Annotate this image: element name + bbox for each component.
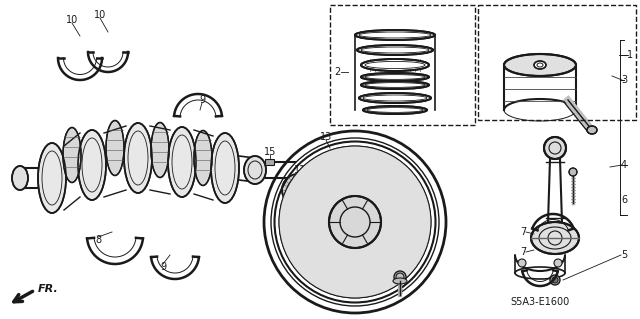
Ellipse shape: [329, 196, 381, 248]
Ellipse shape: [194, 130, 212, 186]
Text: 9: 9: [160, 262, 166, 272]
Ellipse shape: [554, 259, 562, 267]
Ellipse shape: [297, 164, 413, 280]
Ellipse shape: [504, 54, 576, 76]
Ellipse shape: [518, 259, 526, 267]
Ellipse shape: [355, 30, 435, 40]
Ellipse shape: [587, 126, 597, 134]
Ellipse shape: [544, 137, 566, 159]
Ellipse shape: [38, 143, 66, 213]
Text: 3: 3: [621, 75, 627, 85]
Text: 7: 7: [520, 227, 526, 237]
Ellipse shape: [394, 271, 406, 283]
Text: S5A3-E1600: S5A3-E1600: [510, 297, 570, 307]
Ellipse shape: [315, 182, 395, 262]
Text: 6: 6: [621, 195, 627, 205]
Ellipse shape: [359, 93, 431, 103]
Ellipse shape: [393, 278, 407, 284]
FancyBboxPatch shape: [266, 160, 275, 166]
Text: 2: 2: [334, 67, 340, 77]
Ellipse shape: [124, 123, 152, 193]
Text: 10: 10: [94, 10, 106, 20]
Ellipse shape: [12, 166, 28, 190]
Text: 7: 7: [520, 247, 526, 257]
Text: 12: 12: [314, 160, 326, 170]
Text: 8: 8: [95, 235, 101, 245]
Ellipse shape: [288, 155, 422, 289]
Ellipse shape: [363, 106, 427, 114]
Bar: [478, 5, 636, 120]
Ellipse shape: [244, 156, 266, 184]
Text: 15: 15: [264, 147, 276, 157]
Ellipse shape: [361, 73, 429, 81]
Bar: [330, 5, 475, 125]
Text: 14: 14: [399, 260, 411, 270]
Ellipse shape: [211, 133, 239, 203]
Ellipse shape: [531, 222, 579, 254]
Ellipse shape: [552, 277, 558, 283]
Text: 13: 13: [320, 132, 332, 142]
Text: 4: 4: [621, 160, 627, 170]
Ellipse shape: [279, 146, 431, 298]
Text: FR.: FR.: [38, 284, 59, 294]
Ellipse shape: [569, 168, 577, 176]
Ellipse shape: [357, 45, 433, 55]
Ellipse shape: [63, 128, 81, 182]
Text: 9: 9: [199, 95, 205, 105]
Ellipse shape: [361, 59, 429, 71]
Text: 1: 1: [627, 50, 633, 60]
Text: 5: 5: [621, 250, 627, 260]
Text: 11: 11: [294, 165, 306, 175]
Ellipse shape: [534, 61, 546, 69]
Ellipse shape: [361, 81, 429, 89]
Ellipse shape: [282, 174, 314, 206]
Ellipse shape: [151, 122, 169, 177]
Text: 10: 10: [66, 15, 78, 25]
Ellipse shape: [106, 121, 124, 175]
Ellipse shape: [168, 127, 196, 197]
Ellipse shape: [306, 173, 404, 271]
Ellipse shape: [550, 275, 560, 285]
Ellipse shape: [78, 130, 106, 200]
